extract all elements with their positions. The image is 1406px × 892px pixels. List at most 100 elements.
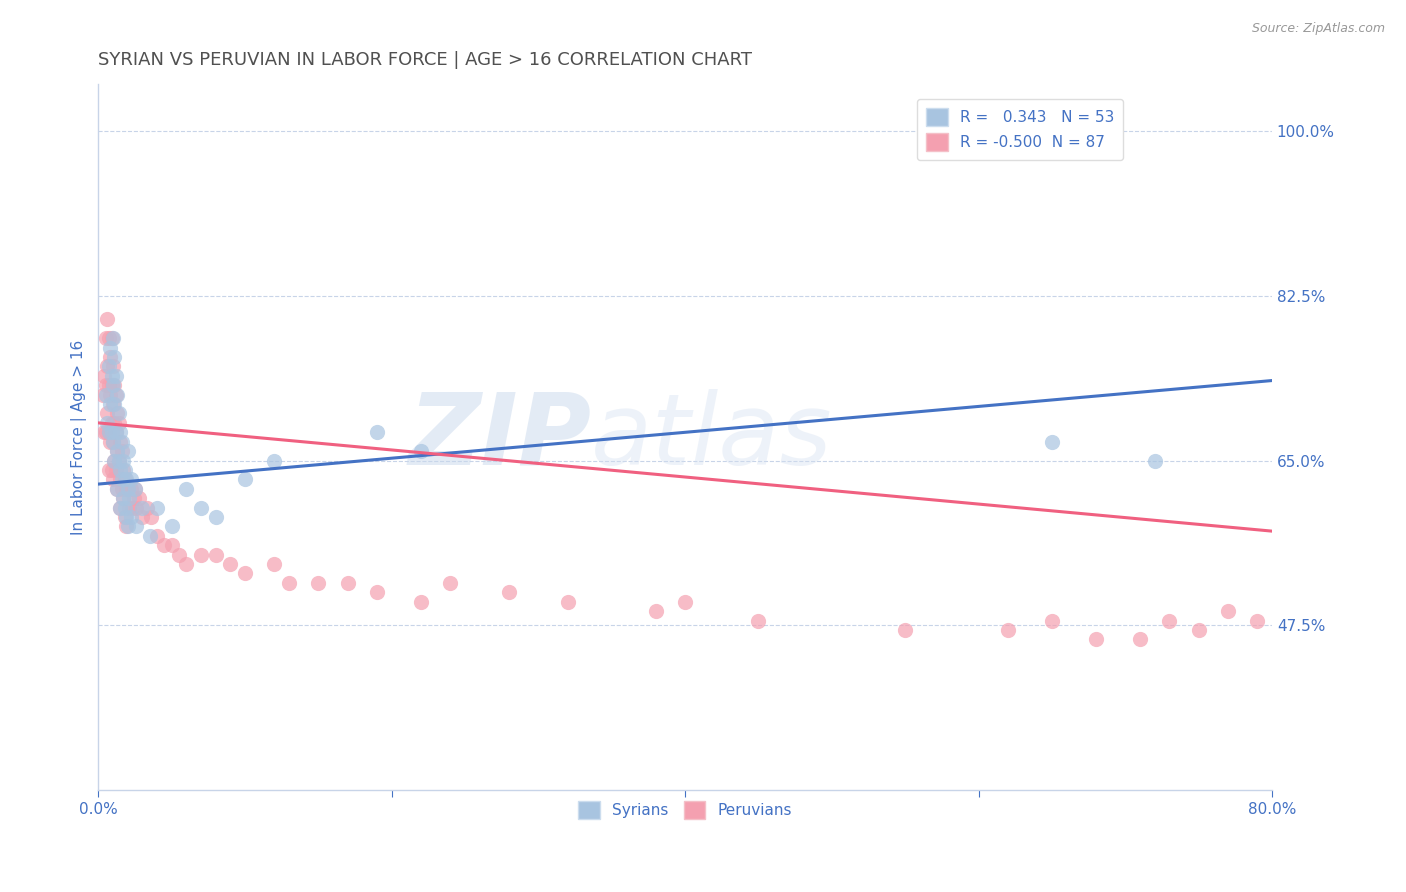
Point [747, 614, 769, 628]
Point [108, 416, 131, 430]
Point [100, 378, 122, 392]
Point [96, 416, 118, 430]
Point [110, 500, 132, 515]
Point [114, 500, 136, 515]
Point [115, 472, 138, 486]
Point [94, 378, 117, 392]
Point [96, 312, 118, 326]
Point [1143, 453, 1166, 467]
Point [233, 566, 256, 581]
Point [1187, 623, 1209, 637]
Point [278, 575, 301, 590]
Point [108, 453, 131, 467]
Point [98, 387, 121, 401]
Point [104, 463, 127, 477]
Point [104, 425, 127, 440]
Point [111, 444, 134, 458]
Point [97, 463, 120, 477]
Point [176, 482, 198, 496]
Point [117, 482, 139, 496]
Point [153, 538, 176, 552]
Point [120, 472, 142, 486]
Point [115, 519, 138, 533]
Point [997, 623, 1019, 637]
Point [120, 482, 142, 496]
Point [104, 425, 127, 440]
Point [117, 519, 139, 533]
Point [439, 575, 461, 590]
Point [160, 538, 183, 552]
Point [91, 387, 114, 401]
Point [101, 359, 124, 374]
Point [93, 425, 115, 440]
Point [100, 368, 122, 383]
Point [128, 491, 150, 506]
Text: ZIP: ZIP [408, 389, 592, 485]
Point [101, 434, 124, 449]
Point [146, 529, 169, 543]
Point [97, 331, 120, 345]
Point [104, 368, 127, 383]
Point [1040, 614, 1063, 628]
Point [190, 500, 212, 515]
Point [557, 595, 579, 609]
Legend: Syrians, Peruvians: Syrians, Peruvians [572, 795, 799, 824]
Point [111, 472, 134, 486]
Point [146, 500, 169, 515]
Point [307, 575, 329, 590]
Point [101, 331, 124, 345]
Point [101, 472, 124, 486]
Point [204, 548, 226, 562]
Point [366, 425, 388, 440]
Point [131, 510, 153, 524]
Point [114, 463, 136, 477]
Point [118, 500, 141, 515]
Point [110, 434, 132, 449]
Point [98, 350, 121, 364]
Point [138, 529, 160, 543]
Point [167, 548, 190, 562]
Point [101, 378, 124, 392]
Point [108, 407, 131, 421]
Point [135, 500, 157, 515]
Point [97, 359, 120, 374]
Point [114, 472, 136, 486]
Point [96, 407, 118, 421]
Point [94, 425, 117, 440]
Point [98, 397, 121, 411]
Point [97, 425, 120, 440]
Point [1084, 632, 1107, 647]
Point [107, 444, 129, 458]
Point [93, 368, 115, 383]
Point [233, 472, 256, 486]
Point [107, 444, 129, 458]
Point [131, 500, 153, 515]
Point [894, 623, 917, 637]
Text: SYRIAN VS PERUVIAN IN LABOR FORCE | AGE > 16 CORRELATION CHART: SYRIAN VS PERUVIAN IN LABOR FORCE | AGE … [98, 51, 752, 69]
Point [103, 453, 125, 467]
Point [204, 510, 226, 524]
Point [103, 416, 125, 430]
Point [190, 548, 212, 562]
Point [94, 387, 117, 401]
Point [96, 359, 118, 374]
Text: Source: ZipAtlas.com: Source: ZipAtlas.com [1251, 22, 1385, 36]
Point [103, 397, 125, 411]
Point [1129, 632, 1152, 647]
Point [125, 519, 148, 533]
Point [107, 482, 129, 496]
Point [103, 453, 125, 467]
Point [644, 604, 666, 618]
Point [1246, 614, 1268, 628]
Point [1159, 614, 1181, 628]
Point [673, 595, 696, 609]
Point [498, 585, 520, 599]
Point [103, 378, 125, 392]
Point [120, 510, 142, 524]
Point [115, 482, 138, 496]
Point [100, 416, 122, 430]
Point [107, 407, 129, 421]
Point [122, 491, 145, 506]
Point [103, 350, 125, 364]
Point [1216, 604, 1239, 618]
